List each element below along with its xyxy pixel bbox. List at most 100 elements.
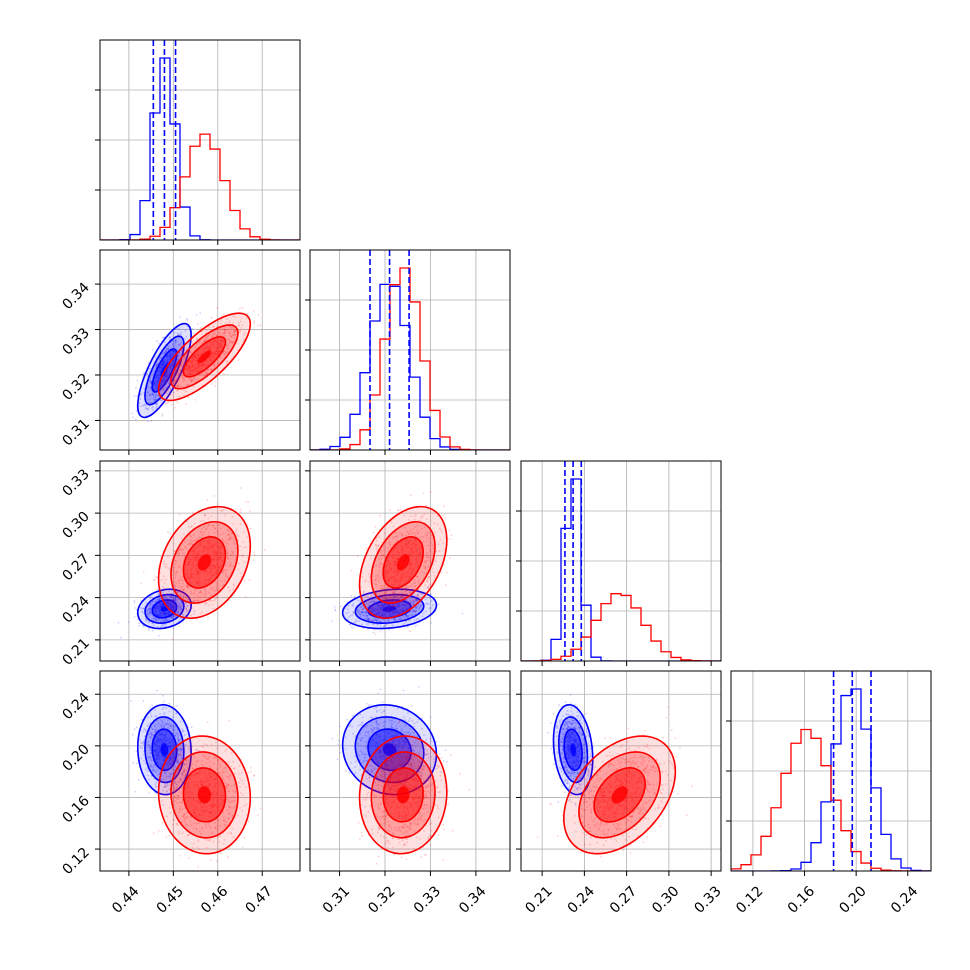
sample-point	[133, 616, 136, 618]
sample-point	[199, 591, 202, 594]
sample-point	[155, 402, 158, 405]
sample-point	[400, 618, 402, 620]
sample-point	[372, 619, 374, 622]
sample-point	[207, 368, 210, 370]
sample-point	[214, 598, 216, 600]
sample-point	[409, 494, 412, 497]
sample-point	[223, 331, 226, 334]
sample-point	[147, 609, 150, 612]
sample-point	[182, 359, 185, 362]
sample-point	[225, 344, 228, 346]
sample-point	[172, 598, 175, 600]
sample-point	[149, 380, 152, 382]
sample-point	[142, 391, 145, 394]
sample-point	[176, 602, 179, 604]
sample-point	[153, 369, 156, 372]
histogram-panel-0	[95, 39, 301, 245]
sample-point	[181, 361, 184, 364]
sample-point	[386, 623, 388, 626]
sample-point	[369, 601, 372, 604]
sample-point	[334, 608, 337, 611]
sample-point	[232, 330, 235, 333]
sample-point	[429, 490, 432, 493]
sample-point	[226, 556, 229, 559]
sample-point	[188, 542, 191, 545]
sample-point	[241, 324, 244, 327]
sample-point	[334, 609, 337, 612]
sample-point	[146, 392, 149, 395]
sample-point	[408, 600, 410, 603]
sample-point	[242, 340, 245, 342]
sample-point	[213, 495, 216, 497]
sample-point	[167, 382, 169, 384]
sample-point	[173, 376, 176, 379]
sample-point	[211, 335, 214, 337]
sample-point	[180, 333, 183, 336]
panel-content	[131, 306, 262, 423]
sample-point	[154, 576, 157, 579]
sample-point	[381, 594, 384, 597]
scatter-panel-2-0	[95, 460, 301, 666]
sample-point	[175, 600, 178, 603]
sample-point	[362, 608, 364, 611]
sample-point	[367, 617, 370, 620]
sample-point	[232, 540, 235, 543]
sample-point	[371, 600, 374, 603]
sample-point	[155, 403, 158, 405]
sample-point	[161, 384, 163, 387]
sample-point	[161, 402, 164, 404]
sample-point	[365, 610, 367, 613]
sample-point	[178, 351, 181, 354]
sample-point	[161, 413, 164, 416]
sample-point	[173, 615, 176, 618]
sample-point	[178, 352, 181, 355]
scatter-panel-1-0	[95, 249, 301, 455]
sample-point	[209, 587, 212, 590]
sample-point	[177, 355, 180, 358]
sample-point	[227, 543, 230, 545]
sample-point	[180, 360, 182, 362]
sample-point	[241, 555, 244, 558]
sample-point	[145, 620, 147, 622]
sample-point	[223, 334, 226, 337]
sample-point	[382, 625, 385, 628]
sample-point	[399, 617, 402, 620]
sample-point	[428, 560, 431, 563]
sample-point	[239, 320, 242, 323]
sample-point	[450, 534, 453, 537]
sample-point	[217, 524, 220, 526]
sample-point	[226, 351, 229, 353]
sample-point	[205, 372, 208, 375]
sample-point	[368, 600, 370, 602]
sample-point	[378, 561, 381, 564]
sample-point	[152, 601, 154, 604]
sample-point	[167, 395, 170, 397]
sample-point	[152, 394, 155, 397]
sample-point	[154, 601, 157, 604]
sample-point	[360, 606, 363, 609]
sample-point	[221, 571, 223, 574]
sample-point	[414, 599, 417, 601]
sample-point	[228, 340, 231, 342]
sample-point	[149, 376, 152, 379]
sample-point	[427, 602, 430, 605]
sample-point	[189, 350, 192, 353]
sample-point	[161, 365, 164, 368]
sample-point	[224, 321, 227, 324]
sample-point	[224, 579, 226, 582]
sample-point	[417, 594, 419, 597]
sample-point	[246, 536, 249, 539]
sample-point	[412, 600, 415, 603]
sample-point	[178, 513, 181, 516]
sample-point	[185, 354, 188, 357]
sample-point	[411, 603, 414, 606]
sample-point	[227, 534, 230, 537]
sample-point	[362, 614, 365, 616]
sample-point	[223, 514, 226, 516]
sample-point	[207, 523, 210, 526]
sample-point	[149, 393, 152, 395]
sample-point	[159, 399, 162, 401]
sample-point	[398, 618, 400, 621]
sample-point	[231, 565, 234, 568]
